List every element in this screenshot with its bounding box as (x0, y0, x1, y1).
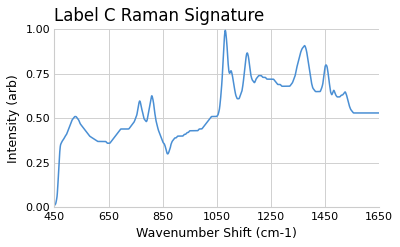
X-axis label: Wavenumber Shift (cm-1): Wavenumber Shift (cm-1) (136, 227, 297, 240)
Text: Label C Raman Signature: Label C Raman Signature (54, 7, 265, 25)
Y-axis label: Intensity (arb): Intensity (arb) (7, 74, 20, 163)
